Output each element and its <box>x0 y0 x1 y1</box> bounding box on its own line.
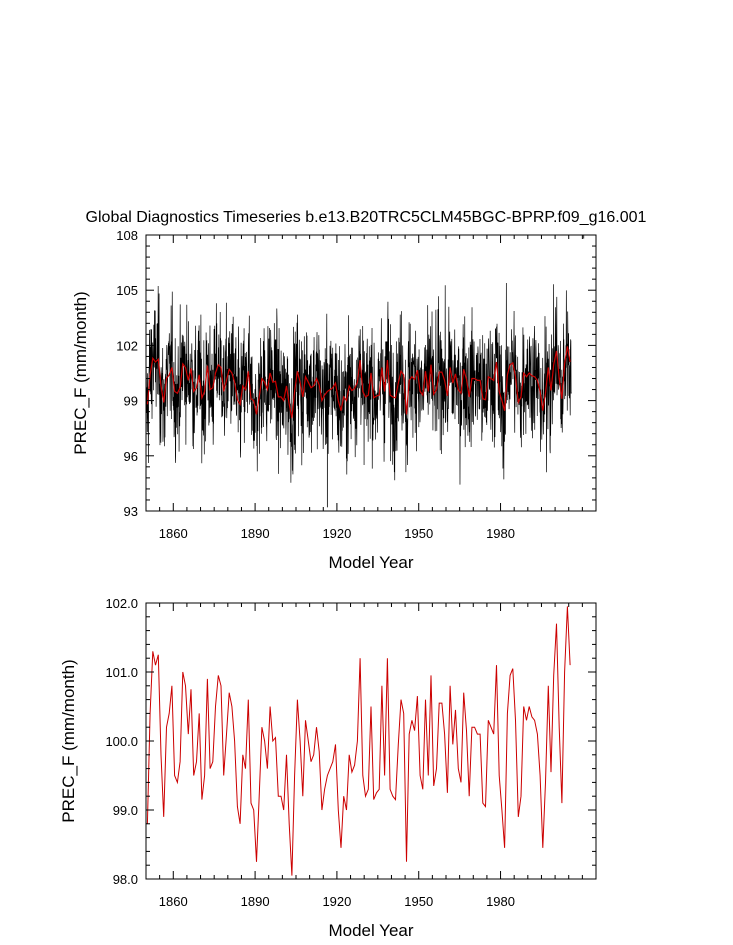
panel-annual: 1860 1890 1920 1950 1980 98.0 99.0 100.0 101.0 10… <box>59 596 597 940</box>
x-tick-label: 1950 <box>404 894 433 909</box>
y-axis-label-annual: PREC_F (mm/month) <box>59 659 78 822</box>
y-tick-label: 96 <box>124 449 138 464</box>
y-tick-label: 102.0 <box>105 596 138 611</box>
x-tick-label: 1920 <box>322 526 351 541</box>
x-tick-label: 1860 <box>159 894 188 909</box>
annual-mean-overlay-line <box>146 346 571 419</box>
x-tick-label: 1890 <box>241 526 270 541</box>
y-tick-label: 108 <box>116 228 138 243</box>
plot-frame-monthly <box>145 234 597 512</box>
annual-mean-line <box>146 606 571 876</box>
x-tick-label: 1860 <box>159 526 188 541</box>
y-tick-label: 100.0 <box>105 734 138 749</box>
y-tick-label: 99.0 <box>113 803 138 818</box>
y-tick-label: 98.0 <box>113 872 138 887</box>
x-tick-label: 1920 <box>322 894 351 909</box>
y-tick-label: 101.0 <box>105 665 138 680</box>
x-tick-label: 1890 <box>241 894 270 909</box>
x-axis-label-monthly: Model Year <box>328 553 413 572</box>
panel-monthly: 1860 1890 1920 1950 1980 93 96 99 102 105 108 Mode… <box>71 228 597 572</box>
x-tick-label: 1950 <box>404 526 433 541</box>
y-tick-label: 105 <box>116 283 138 298</box>
x-axis-label-annual: Model Year <box>328 921 413 940</box>
y-tick-label: 93 <box>124 504 138 519</box>
x-tick-label: 1980 <box>486 526 515 541</box>
y-tick-label: 99 <box>124 394 138 409</box>
chart-title: Global Diagnostics Timeseries b.e13.B20T… <box>86 209 647 226</box>
y-axis-label-monthly: PREC_F (mm/month) <box>71 291 90 454</box>
y-tick-label: 102 <box>116 338 138 353</box>
x-tick-label: 1980 <box>486 894 515 909</box>
